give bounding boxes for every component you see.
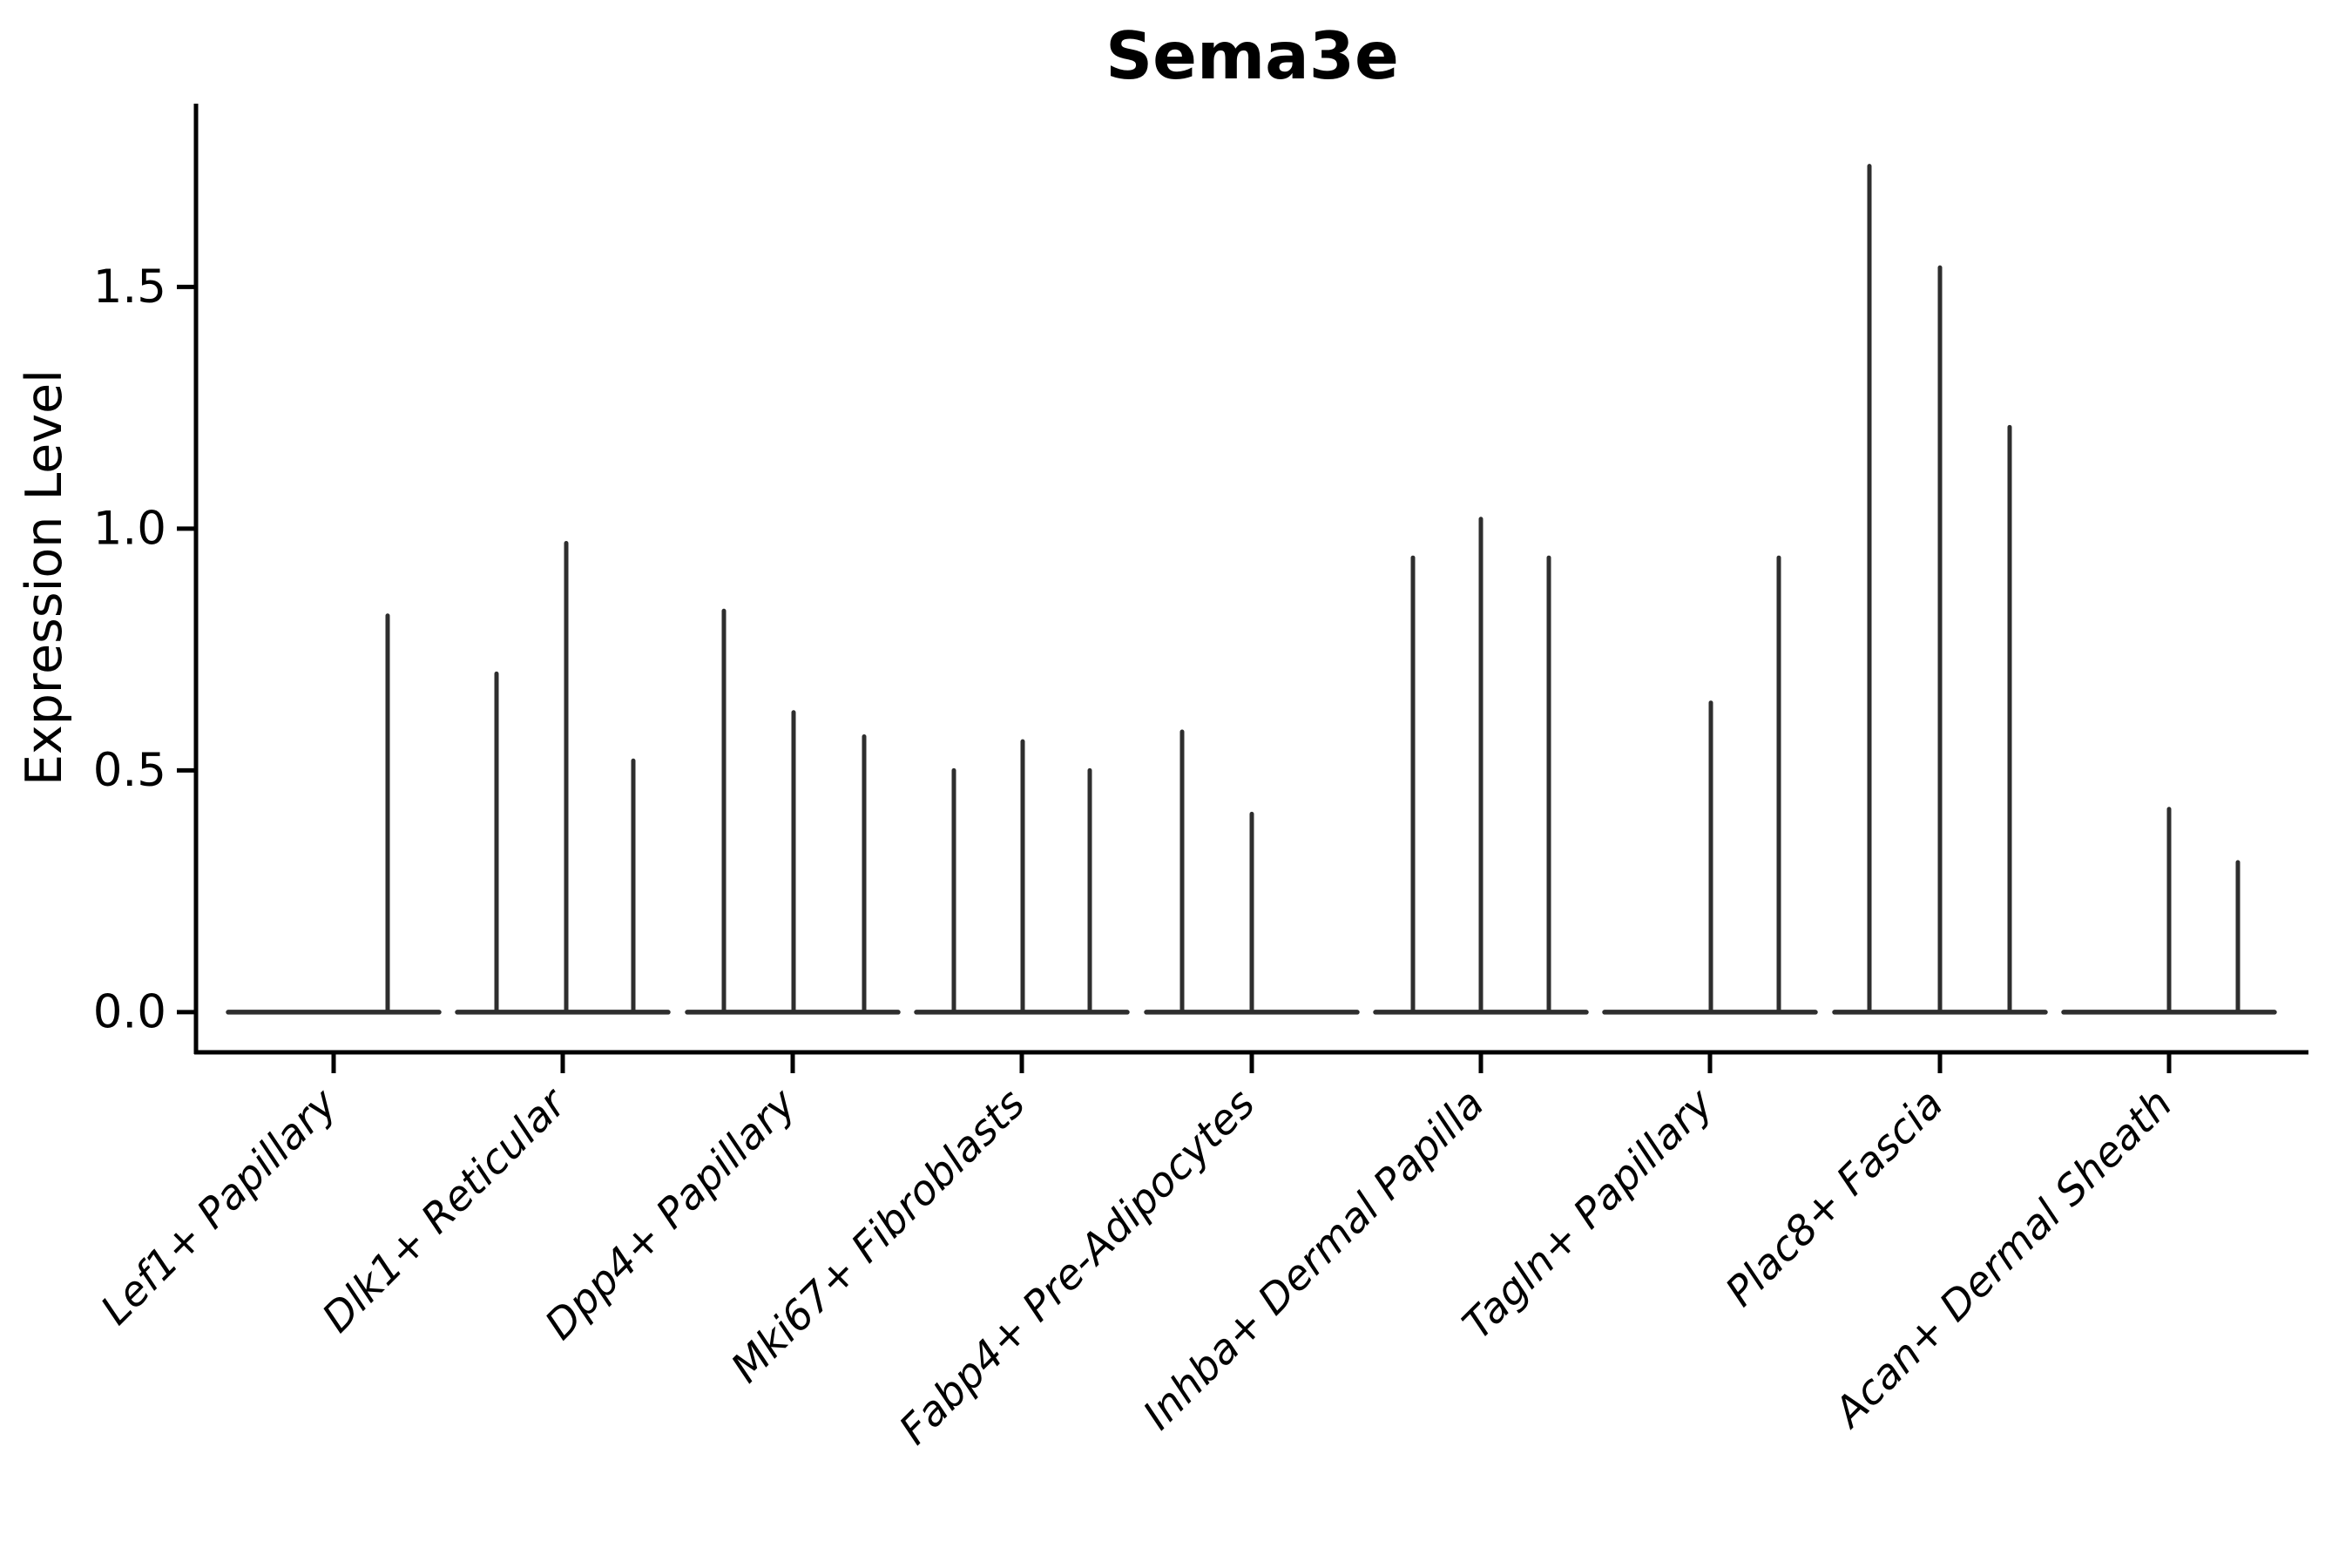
x-axis-category-label: Lef1+ Papillary — [91, 1079, 347, 1335]
chart-title: Sema3e — [1105, 17, 1399, 94]
x-axis-category-label: Dlk1+ Reticular — [314, 1078, 578, 1342]
y-tick-label: 1.0 — [93, 502, 166, 555]
x-axis-category-label: Plac8+ Fascia — [1716, 1080, 1952, 1316]
x-axis-category-label: Tagln+ Papillary — [1454, 1079, 1724, 1349]
y-tick-label: 1.5 — [93, 260, 166, 314]
y-tick-label: 0.5 — [93, 744, 166, 797]
y-tick-label: 0.0 — [93, 985, 166, 1038]
x-axis-category-label: Dpp4+ Papillary — [536, 1079, 806, 1349]
